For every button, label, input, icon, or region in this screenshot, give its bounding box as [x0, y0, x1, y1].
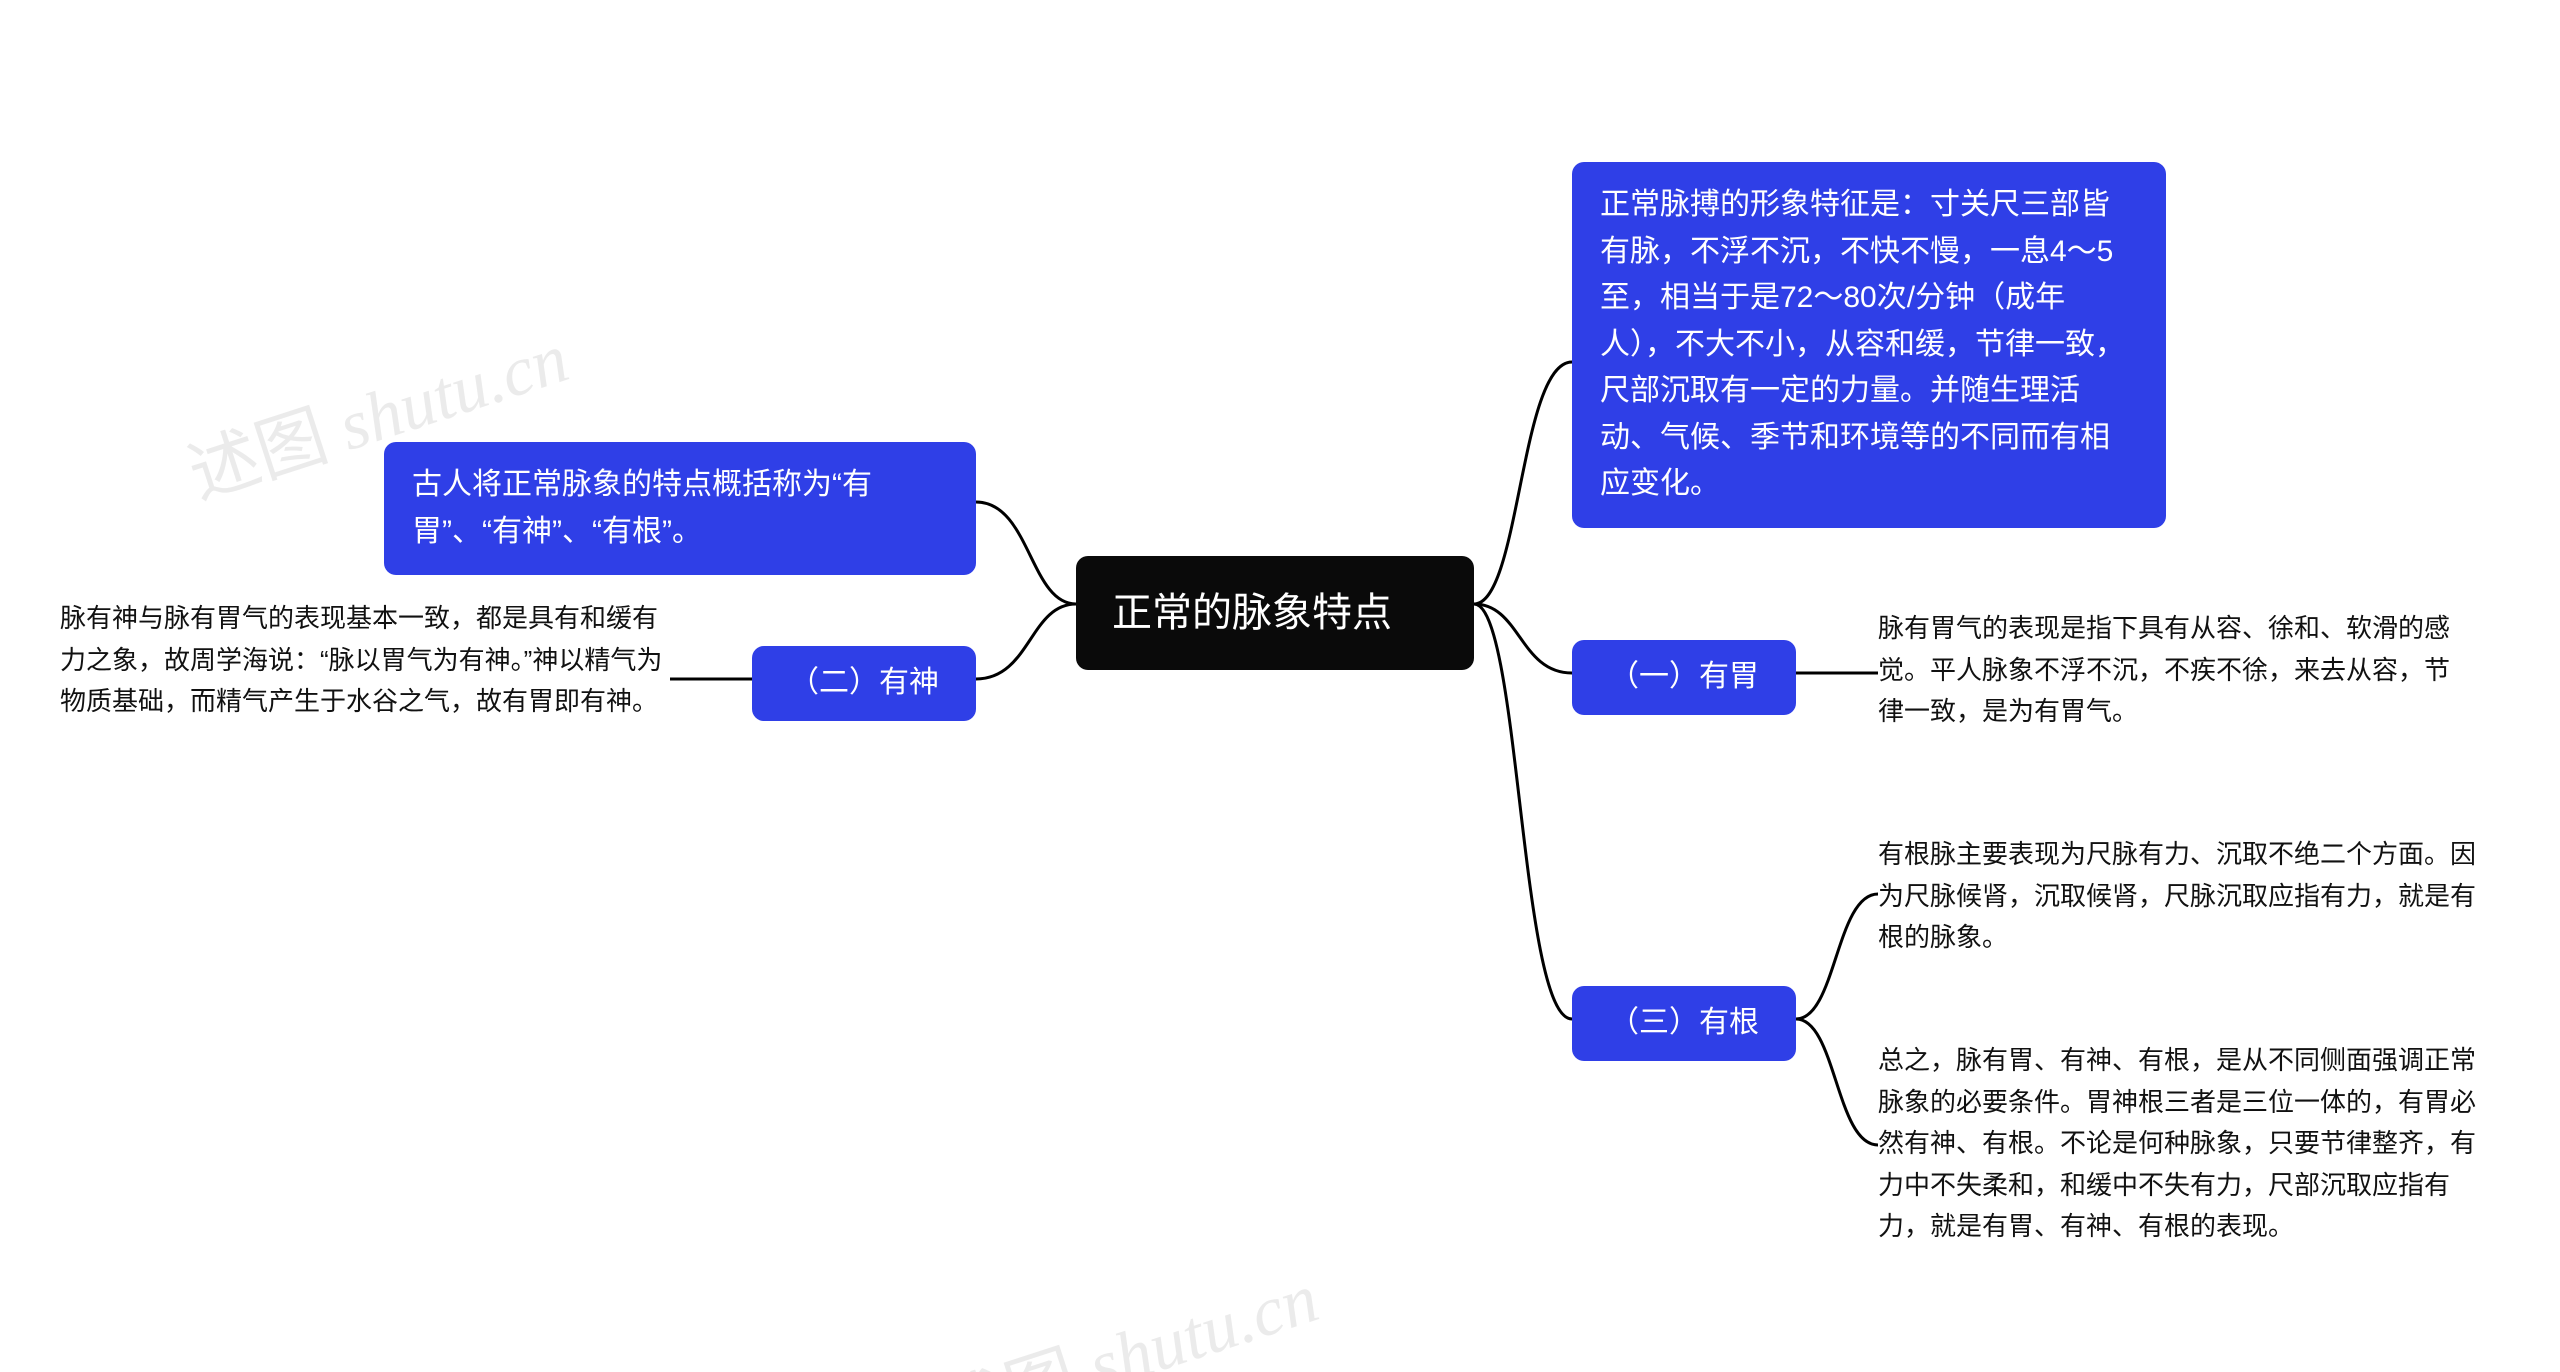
watermark: 述图 shutu.cn — [924, 1242, 1329, 1372]
edge — [976, 502, 1076, 604]
node-youshen-desc: 脉有神与脉有胃气的表现基本一致，都是具有和缓有力之象，故周学海说：“脉以胃气为有… — [60, 598, 670, 723]
left-intro-text: 古人将正常脉象的特点概括称为“有胃”、“有神”、“有根”。 — [412, 468, 872, 548]
right-top-desc[interactable]: 正常脉搏的形象特征是：寸关尺三部皆有脉，不浮不沉，不快不慢，一息4～5至，相当于… — [1572, 162, 2166, 528]
root-label: 正常的脉象特点 — [1112, 591, 1392, 635]
edge — [1474, 362, 1572, 604]
node-youshen-label: （二）有神 — [789, 666, 939, 699]
mindmap-canvas: 述图 shutu.cn 述图 shutu.cn 述图 shutu.cn 正常的脉… — [0, 0, 2560, 1372]
node-youwei-desc-text: 脉有胃气的表现是指下具有从容、徐和、软滑的感觉。平人脉象不浮不沉，不疾不徐，来去… — [1878, 613, 2450, 726]
edge — [1796, 1019, 1878, 1145]
edge — [1474, 604, 1572, 1019]
node-yougen-label: （三）有根 — [1609, 1006, 1759, 1039]
node-yougen-desc-b: 总之，脉有胃、有神、有根，是从不同侧面强调正常脉象的必要条件。胃神根三者是三位一… — [1878, 1040, 2476, 1248]
node-yougen-desc-a: 有根脉主要表现为尺脉有力、沉取不绝二个方面。因为尺脉候肾，沉取候肾，尺脉沉取应指… — [1878, 834, 2476, 959]
edge — [1796, 894, 1878, 1019]
node-youshen[interactable]: （二）有神 — [752, 646, 976, 721]
node-yougen-desc-a-text: 有根脉主要表现为尺脉有力、沉取不绝二个方面。因为尺脉候肾，沉取候肾，尺脉沉取应指… — [1878, 839, 2476, 952]
right-top-desc-text: 正常脉搏的形象特征是：寸关尺三部皆有脉，不浮不沉，不快不慢，一息4～5至，相当于… — [1600, 188, 2125, 500]
root-node[interactable]: 正常的脉象特点 — [1076, 556, 1474, 670]
node-youwei[interactable]: （一）有胃 — [1572, 640, 1796, 715]
node-yougen[interactable]: （三）有根 — [1572, 986, 1796, 1061]
node-youwei-desc: 脉有胃气的表现是指下具有从容、徐和、软滑的感觉。平人脉象不浮不沉，不疾不徐，来去… — [1878, 608, 2468, 733]
edge — [1474, 604, 1572, 673]
node-youshen-desc-text: 脉有神与脉有胃气的表现基本一致，都是具有和缓有力之象，故周学海说：“脉以胃气为有… — [60, 603, 662, 716]
left-intro-node[interactable]: 古人将正常脉象的特点概括称为“有胃”、“有神”、“有根”。 — [384, 442, 976, 575]
edge — [976, 604, 1076, 679]
node-yougen-desc-b-text: 总之，脉有胃、有神、有根，是从不同侧面强调正常脉象的必要条件。胃神根三者是三位一… — [1878, 1045, 2476, 1241]
node-youwei-label: （一）有胃 — [1609, 660, 1759, 693]
